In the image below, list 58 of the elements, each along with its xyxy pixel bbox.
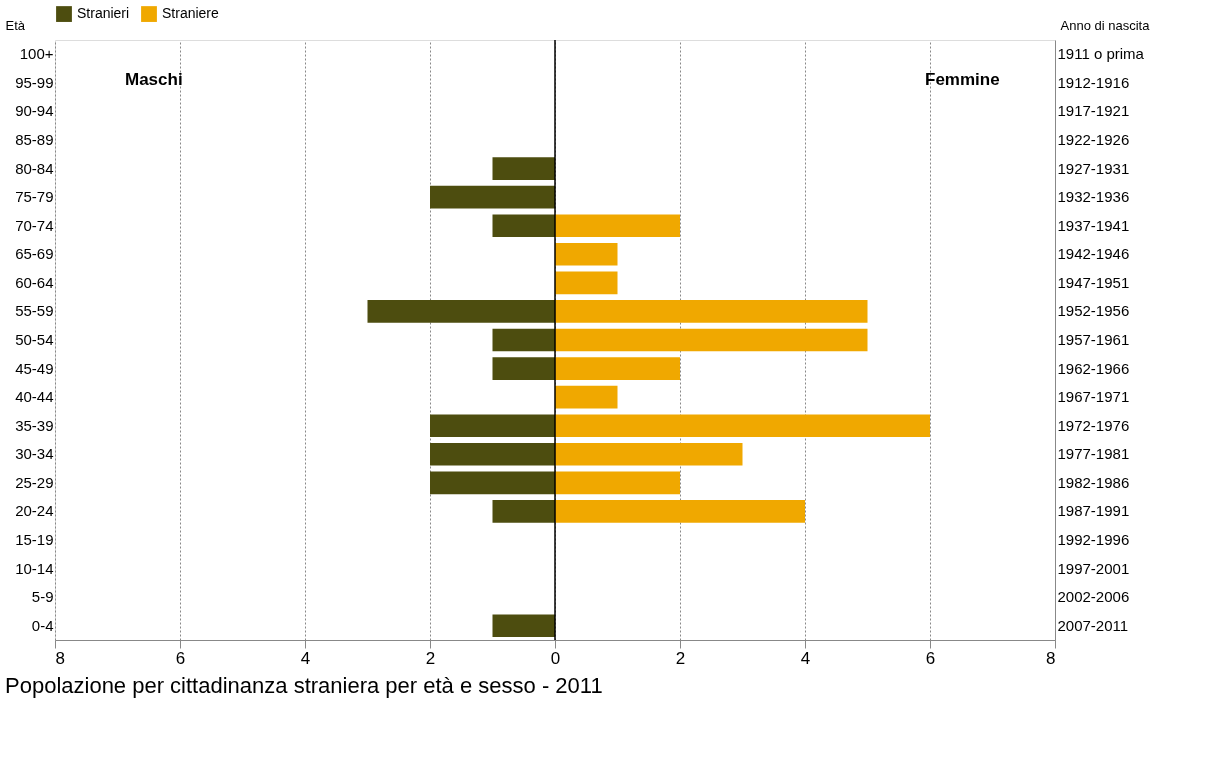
y-tick-label: 80-84 (15, 159, 54, 177)
y2-axis-title: Anno di nascita (1060, 17, 1151, 33)
y-tick-label: 65-69 (15, 245, 54, 263)
x-tick-label: 4 (800, 648, 811, 668)
legend-label: Stranieri (77, 5, 130, 22)
annotation: Maschi (125, 70, 183, 89)
y2-tick-label: 1912-1916 (1057, 73, 1130, 91)
y-tick-label: 25-29 (15, 473, 54, 491)
y-tick-label: 90-94 (15, 102, 54, 120)
y2-tick-label: 1977-1981 (1057, 445, 1130, 463)
y2-tick-label: 1927-1931 (1057, 159, 1130, 177)
y2-tick-label: 1917-1921 (1057, 102, 1130, 120)
y2-tick-label: 1922-1926 (1057, 131, 1130, 148)
y-axis-title: Età (5, 17, 26, 33)
y-tick-label: 85-89 (15, 131, 54, 148)
y-tick-label: 70-74 (15, 216, 54, 234)
y-tick-label: 10-14 (15, 559, 54, 577)
y-tick-label: 40-44 (15, 388, 54, 406)
y2-tick-label: 1952-1956 (1057, 302, 1130, 320)
text: Popolazione per cittadinanza straniera per età e sesso - 2011 (5, 673, 603, 698)
x-tick-label: 2 (425, 648, 436, 668)
y2-tick-label: 1911 o prima (1057, 45, 1145, 63)
x-tick-label: 4 (300, 648, 311, 668)
x-tick-label: 6 (175, 648, 186, 668)
y-tick-label: 60-64 (15, 273, 54, 291)
x-tick-label: 0 (550, 648, 561, 668)
y2-tick-label: 1962-1966 (1057, 359, 1130, 377)
y2-tick-label: 1942-1946 (1057, 245, 1130, 263)
y2-tick-label: 1932-1936 (1057, 188, 1130, 206)
y2-tick-label: 1972-1976 (1057, 416, 1130, 434)
y-tick-label: 100+ (19, 45, 54, 63)
y2-tick-label: 1992-1996 (1057, 531, 1130, 548)
y-tick-label: 15-19 (15, 531, 54, 548)
y-tick-label: 0-4 (31, 616, 54, 634)
y-tick-label: 75-79 (15, 188, 54, 206)
y2-tick-label: 1947-1951 (1057, 273, 1130, 291)
y-tick-label: 20-24 (15, 502, 54, 520)
x-tick-label: 8 (1046, 648, 1056, 668)
y2-tick-label: 1982-1986 (1057, 473, 1130, 491)
y2-tick-label: 1997-2001 (1057, 559, 1130, 577)
y2-tick-label: 2007-2011 (1057, 616, 1129, 634)
x-tick-label: 8 (55, 648, 65, 668)
y-tick-label: 95-99 (15, 73, 54, 91)
y-tick-label: 5-9 (31, 588, 54, 606)
y-tick-label: 50-54 (15, 331, 54, 348)
y-tick-label: 45-49 (15, 359, 54, 377)
y-tick-label: 30-34 (15, 445, 54, 463)
y2-tick-label: 1967-1971 (1057, 388, 1130, 406)
y2-tick-label: 1957-1961 (1057, 331, 1130, 348)
y-tick-label: 55-59 (15, 302, 54, 320)
x-tick-label: 6 (925, 648, 936, 668)
annotation: Femmine (925, 70, 1000, 89)
y2-tick-label: 1937-1941 (1057, 216, 1130, 234)
y-tick-label: 35-39 (15, 416, 54, 434)
legend-label: Straniere (162, 5, 220, 22)
y2-tick-label: 2002-2006 (1057, 588, 1130, 606)
y2-tick-label: 1987-1991 (1057, 502, 1130, 520)
x-tick-label: 2 (675, 648, 686, 668)
